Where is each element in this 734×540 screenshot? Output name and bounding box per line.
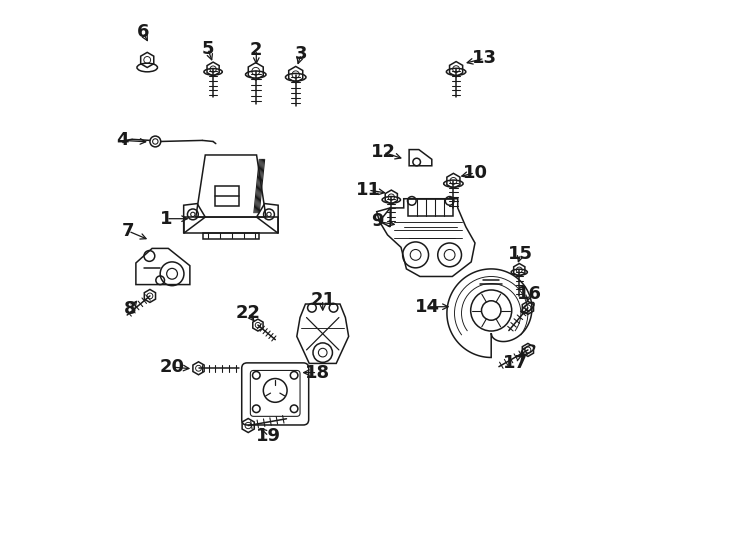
- Text: 12: 12: [371, 143, 396, 161]
- Text: 22: 22: [236, 304, 261, 322]
- Text: 13: 13: [472, 49, 497, 68]
- Text: 9: 9: [371, 212, 384, 231]
- Text: 1: 1: [160, 210, 172, 228]
- Text: 7: 7: [122, 222, 134, 240]
- Text: 5: 5: [201, 39, 214, 58]
- Text: 10: 10: [462, 164, 487, 182]
- Text: 2: 2: [250, 40, 263, 59]
- Text: 18: 18: [305, 363, 330, 382]
- Text: 6: 6: [137, 23, 149, 42]
- Text: 8: 8: [124, 300, 137, 318]
- Text: 11: 11: [355, 181, 381, 199]
- Text: 19: 19: [256, 427, 281, 446]
- Text: 17: 17: [503, 354, 528, 372]
- Bar: [408, 199, 454, 216]
- Text: 4: 4: [117, 131, 129, 150]
- Text: 16: 16: [517, 285, 542, 303]
- Text: 21: 21: [310, 291, 335, 309]
- Bar: [215, 186, 239, 206]
- Text: 15: 15: [509, 245, 534, 263]
- Text: 3: 3: [295, 45, 308, 63]
- Text: 14: 14: [415, 298, 440, 316]
- Text: 20: 20: [160, 358, 185, 376]
